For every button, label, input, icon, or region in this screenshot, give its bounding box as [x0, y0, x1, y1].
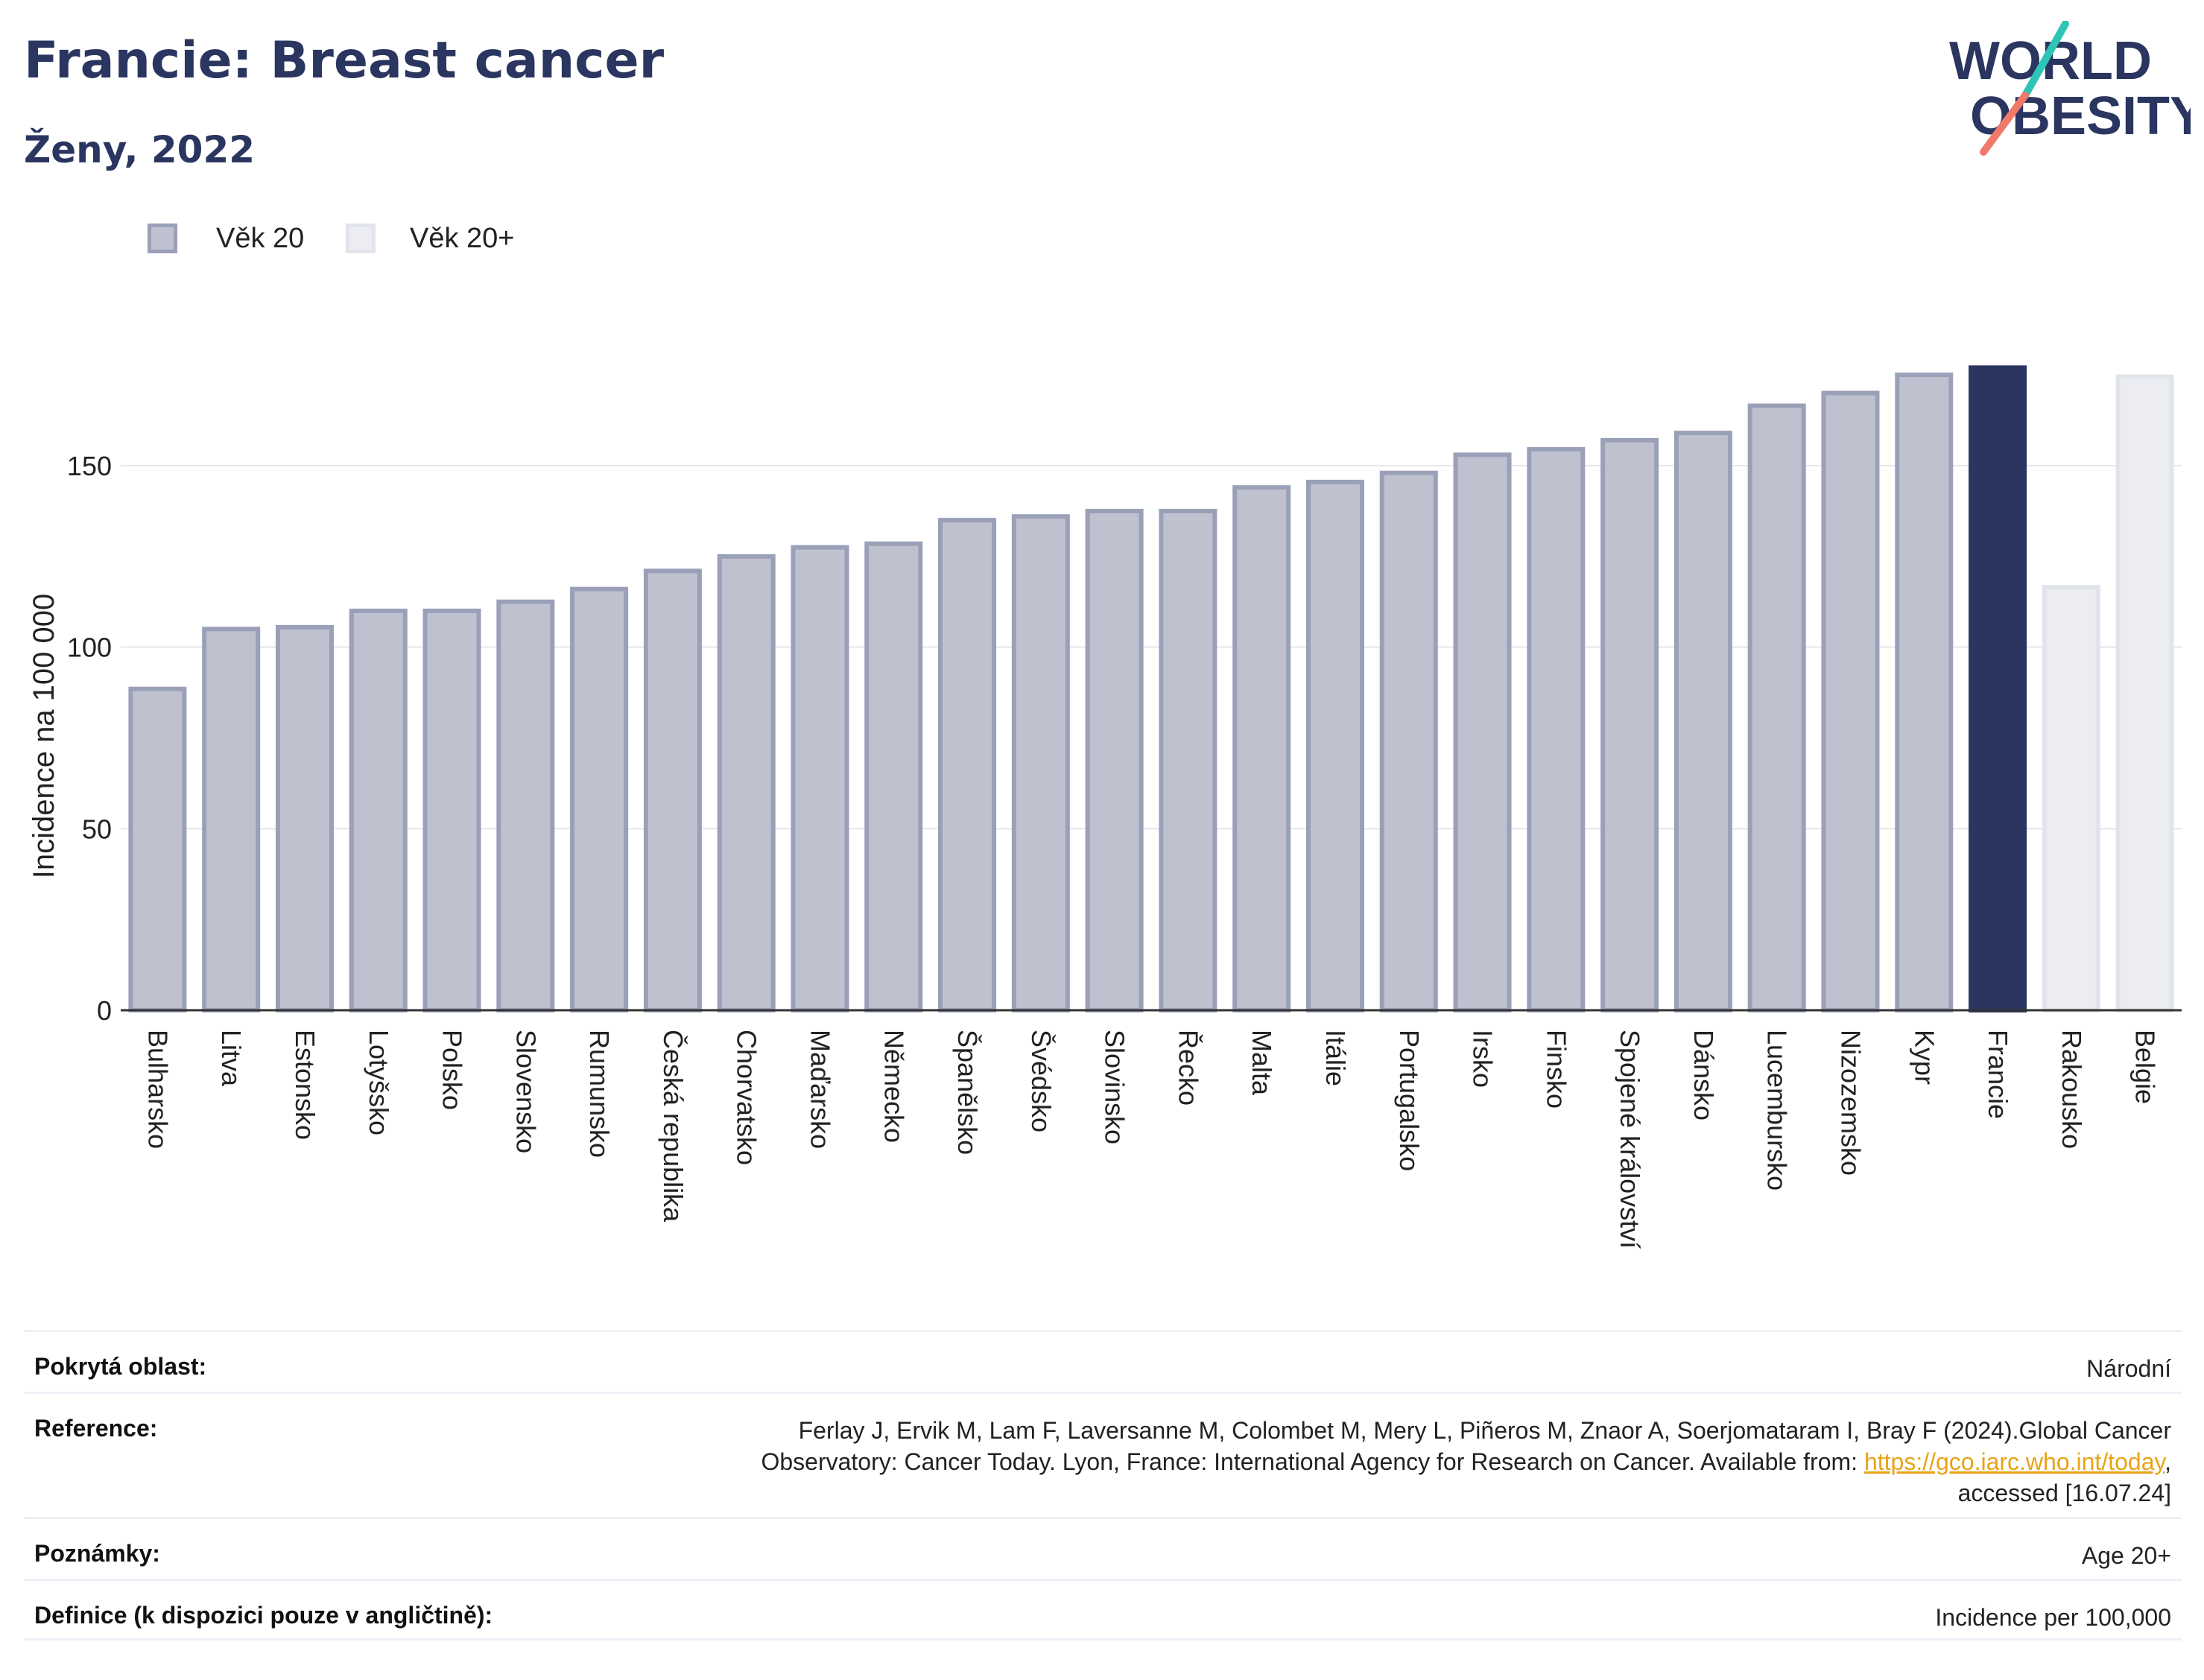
chart-title: Francie: Breast cancer — [24, 31, 665, 90]
x-tick-label: Litva — [216, 1030, 247, 1087]
reference-label: Reference: — [34, 1415, 158, 1442]
x-tick-label: Lotyšsko — [364, 1030, 394, 1135]
bar-27 — [2115, 374, 2174, 1012]
meta-row-reference: Reference: Ferlay J, Ervik M, Lam F, Lav… — [24, 1392, 2182, 1517]
chart-subtitle: Ženy, 2022 — [24, 128, 256, 171]
bar-26 — [2042, 585, 2100, 1012]
reference-value: Ferlay J, Ervik M, Lam F, Laversanne M, … — [761, 1415, 2171, 1509]
y-tick-label: 150 — [67, 451, 112, 481]
bar-3 — [349, 608, 408, 1012]
x-tick-label: Švédsko — [1026, 1030, 1057, 1132]
x-tick-label: Rakousko — [2056, 1030, 2087, 1149]
x-tick-label: Belgie — [2130, 1030, 2161, 1104]
bar-19 — [1527, 447, 1586, 1012]
x-tick-label: Kypr — [1909, 1030, 1939, 1085]
legend-swatch-age-20 — [148, 224, 177, 253]
bar-2 — [275, 624, 334, 1012]
reference-link[interactable]: https://gco.iarc.who.int/today — [1863, 1448, 2165, 1475]
bar-16 — [1305, 479, 1364, 1012]
meta-row-notes: Poznámky: Age 20+ — [24, 1517, 2182, 1579]
bar-4 — [422, 608, 481, 1012]
x-tick-label: Rumunsko — [584, 1030, 615, 1158]
bar-18 — [1453, 452, 1512, 1012]
x-tick-label: Dánsko — [1688, 1030, 1719, 1120]
coverage-value: Národní — [2086, 1355, 2171, 1382]
bar-8 — [717, 554, 776, 1012]
x-tick-label: Nizozemsko — [1835, 1030, 1866, 1176]
x-tick-label: Spojené království — [1615, 1030, 1645, 1249]
bar-25 — [1969, 365, 2027, 1013]
bar-17 — [1379, 470, 1438, 1012]
y-tick-label: 100 — [67, 633, 112, 663]
metadata-table: Pokrytá oblast: Národní Reference: Ferla… — [24, 1330, 2182, 1641]
legend-label-age-20-plus: Věk 20+ — [410, 223, 515, 254]
bar-0 — [128, 686, 187, 1013]
definition-value: Incidence per 100,000 — [1935, 1604, 2171, 1631]
meta-row-definition: Definice (k dispozici pouze v angličtině… — [24, 1579, 2182, 1641]
x-tick-label: Finsko — [1541, 1030, 1571, 1109]
x-tick-label: Maďarsko — [805, 1030, 835, 1149]
x-tick-label: Polsko — [437, 1030, 468, 1110]
world-obesity-logo: WORLD OBESITY — [1949, 21, 2191, 156]
logo-slash-coral — [1980, 92, 2029, 156]
bar-5 — [496, 599, 555, 1012]
reference-line-2: Observatory: Cancer Today. Lyon, France:… — [761, 1446, 2171, 1477]
y-tick-label: 50 — [82, 814, 112, 844]
reference-line-2-comma: , — [2165, 1448, 2171, 1475]
x-tick-label: Portugalsko — [1394, 1030, 1425, 1171]
bar-11 — [938, 518, 997, 1012]
x-tick-label: Německo — [878, 1030, 909, 1143]
bar-9 — [791, 545, 849, 1012]
bar-6 — [570, 586, 629, 1012]
bar-7 — [643, 568, 702, 1012]
legend-swatch-age-20-plus — [346, 224, 376, 253]
x-tick-label: Malta — [1247, 1030, 1277, 1096]
bar-21 — [1673, 431, 1732, 1012]
logo-slash-teal — [2021, 21, 2069, 99]
notes-label: Poznámky: — [34, 1540, 160, 1567]
x-tick-label: Slovinsko — [1100, 1030, 1130, 1144]
bar-15 — [1232, 485, 1291, 1012]
y-tick-label: 0 — [97, 995, 112, 1026]
x-tick-label: Slovensko — [510, 1030, 541, 1153]
bar-12 — [1011, 514, 1070, 1012]
x-tick-label: Estonsko — [290, 1030, 320, 1140]
reference-line-2-text: Observatory: Cancer Today. Lyon, France:… — [761, 1448, 1864, 1475]
reference-line-1: Ferlay J, Ervik M, Lam F, Laversanne M, … — [798, 1417, 2171, 1444]
x-tick-label: Řecko — [1173, 1030, 1203, 1106]
x-tick-label: Bulharsko — [142, 1030, 173, 1149]
bar-22 — [1747, 403, 1806, 1012]
bar-20 — [1600, 437, 1659, 1012]
legend-label-age-20: Věk 20 — [216, 223, 305, 254]
bar-1 — [202, 627, 261, 1012]
x-tick-label: Itálie — [1320, 1030, 1351, 1086]
bar-23 — [1821, 390, 1880, 1012]
x-tick-label: Chorvatsko — [732, 1030, 762, 1165]
x-tick-label: Česká republika — [658, 1030, 688, 1223]
reference-line-3: accessed [16.07.24] — [1957, 1480, 2171, 1506]
logo-word-world: WORLD — [1949, 31, 2152, 91]
notes-value: Age 20+ — [2081, 1542, 2171, 1569]
bar-13 — [1085, 508, 1144, 1012]
meta-row-coverage: Pokrytá oblast: Národní — [24, 1330, 2182, 1392]
bar-10 — [864, 541, 923, 1012]
bar-chart: 0 50 100 150 Incidence na 100 000 Bulharsko Li… — [28, 365, 2182, 1249]
bar-14 — [1159, 508, 1217, 1012]
definition-label: Definice (k dispozici pouze v angličtině… — [34, 1602, 493, 1629]
coverage-label: Pokrytá oblast: — [34, 1353, 207, 1380]
x-tick-label: Francie — [1983, 1030, 2013, 1119]
x-tick-label: Španělsko — [952, 1030, 983, 1155]
y-axis-title: Incidence na 100 000 — [28, 594, 60, 879]
x-tick-label: Lucembursko — [1762, 1030, 1793, 1191]
x-tick-label: Irsko — [1468, 1030, 1498, 1088]
bar-24 — [1895, 373, 1954, 1012]
